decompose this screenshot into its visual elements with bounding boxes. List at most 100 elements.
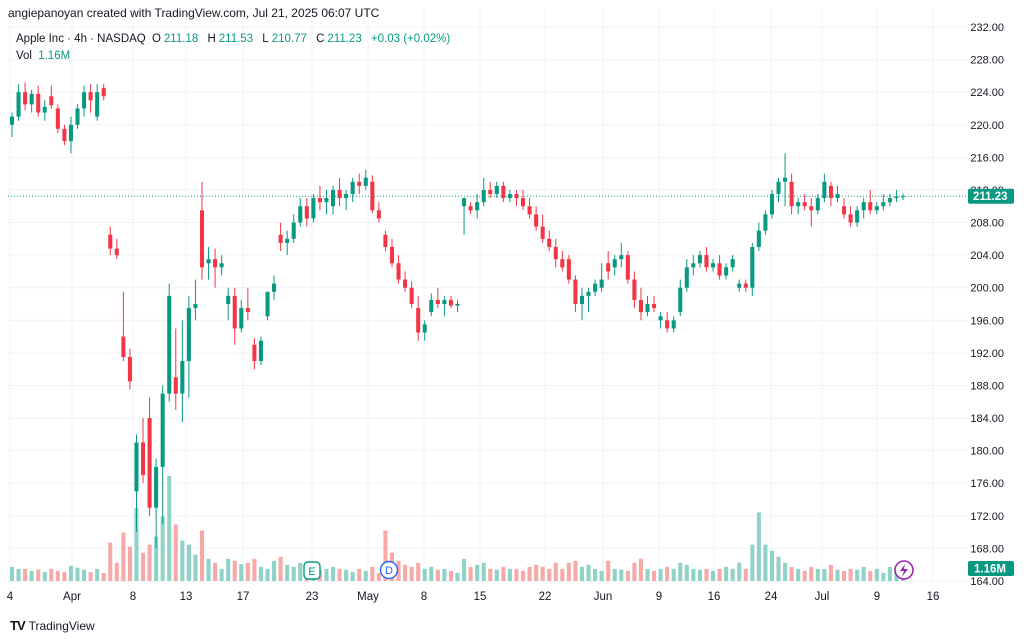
volume-bar xyxy=(494,569,499,581)
volume-bar xyxy=(671,568,676,581)
volume-bar xyxy=(828,564,833,581)
candle-body xyxy=(789,181,794,207)
volume-bar xyxy=(29,570,34,581)
volume-bar xyxy=(154,536,159,581)
volume-bar xyxy=(704,568,709,581)
x-tick-label: 16 xyxy=(708,591,721,603)
volume-bar xyxy=(370,566,375,581)
earnings-marker-label: E xyxy=(308,566,315,578)
tradingview-footer[interactable]: TV TradingView xyxy=(10,618,95,633)
y-tick-label: 172.00 xyxy=(970,511,1004,523)
candle-body xyxy=(213,259,218,268)
price-axis[interactable]: 232.00228.00224.00220.00216.00212.00208.… xyxy=(970,22,1004,588)
y-tick-label: 168.00 xyxy=(970,543,1004,555)
close-value: 211.23 xyxy=(327,33,362,45)
candlesticks xyxy=(9,82,906,549)
volume-bar xyxy=(462,558,467,581)
volume-bar xyxy=(357,568,362,581)
price-badge-text: 211.23 xyxy=(973,191,1008,203)
candle-body xyxy=(796,202,801,207)
x-tick-label: 23 xyxy=(306,591,319,603)
volume-bar xyxy=(612,568,617,581)
candle-body xyxy=(409,287,414,304)
x-tick-label: 13 xyxy=(180,591,193,603)
candle-body xyxy=(291,222,296,239)
volume-legend: Vol 1.16M xyxy=(16,50,73,62)
volume-bar xyxy=(422,568,427,581)
x-tick-label: 9 xyxy=(656,591,662,603)
volume-bar xyxy=(127,546,132,581)
lightning-icon[interactable] xyxy=(894,560,914,580)
volume-bar xyxy=(724,566,729,581)
volume-bar xyxy=(468,566,473,581)
volume-bar xyxy=(403,564,408,581)
y-tick-label: 192.00 xyxy=(970,348,1004,360)
volume-bar xyxy=(55,570,60,581)
volume-bar xyxy=(789,566,794,581)
volume-bar xyxy=(68,565,73,581)
candle-body xyxy=(357,181,362,186)
volume-bar xyxy=(822,568,827,581)
candle-body xyxy=(881,202,886,207)
x-tick-label: May xyxy=(357,591,379,603)
candle-body xyxy=(147,418,152,508)
candle-body xyxy=(809,206,814,211)
volume-value: 1.16M xyxy=(38,50,71,62)
candle-body xyxy=(317,198,322,203)
volume-bar xyxy=(278,556,283,581)
volume-bar xyxy=(625,570,630,581)
volume-bar xyxy=(842,570,847,581)
volume-bar xyxy=(501,566,506,581)
candle-body xyxy=(828,185,833,199)
candle-body xyxy=(697,255,702,264)
volume-bar xyxy=(638,558,643,581)
volume-bar xyxy=(547,568,552,581)
volume-bar xyxy=(802,570,807,581)
candle-body xyxy=(42,106,47,113)
low-label: L xyxy=(262,33,269,45)
candle-body xyxy=(599,279,604,288)
volume-bar xyxy=(763,544,768,581)
high-label: H xyxy=(207,33,216,45)
volume-bar xyxy=(180,540,185,581)
x-tick-label: 9 xyxy=(874,591,880,603)
candle-body xyxy=(763,214,768,231)
volume-bar xyxy=(658,568,663,581)
candle-body xyxy=(298,206,303,223)
volume-bar xyxy=(9,566,15,581)
volume-bar xyxy=(684,564,689,581)
volume-bar xyxy=(36,569,41,581)
close-label: C xyxy=(316,33,325,45)
volume-badge-text: 1.16M xyxy=(974,564,1006,576)
candle-body xyxy=(730,259,735,268)
symbol-legend: Apple Inc · 4h · NASDAQ O 211.18 H 211.53 … xyxy=(16,33,453,45)
volume-bar xyxy=(455,572,460,581)
y-tick-label: 216.00 xyxy=(970,152,1004,164)
dividend-marker[interactable]: D xyxy=(379,560,399,580)
volume-bar xyxy=(442,568,447,581)
volume-bar xyxy=(599,570,604,581)
candle-body xyxy=(868,202,873,211)
y-tick-label: 228.00 xyxy=(970,55,1004,67)
volume-bar xyxy=(344,569,349,581)
candle-body xyxy=(619,255,624,260)
volume-bar xyxy=(108,542,113,581)
candle-body xyxy=(272,283,277,292)
candle-body xyxy=(416,308,421,333)
candle-body xyxy=(68,124,73,142)
candle-body xyxy=(842,206,847,215)
volume-bar xyxy=(861,566,866,581)
volume-bar xyxy=(23,568,28,581)
earnings-marker[interactable]: E xyxy=(303,561,321,580)
candle-body xyxy=(514,194,519,199)
symbol-name[interactable]: Apple Inc · 4h · NASDAQ xyxy=(16,33,146,45)
candle-body xyxy=(173,377,178,394)
volume-bar xyxy=(396,560,401,581)
candle-body xyxy=(501,185,506,199)
volume-bar xyxy=(730,568,735,581)
y-tick-label: 196.00 xyxy=(970,315,1004,327)
time-axis[interactable]: 4 Apr 8 13 17 23 May 8 15 22 Jun 9 16 24 Jul 9 16 xyxy=(7,591,940,603)
volume-bar xyxy=(435,569,440,581)
candle-body xyxy=(350,181,355,195)
